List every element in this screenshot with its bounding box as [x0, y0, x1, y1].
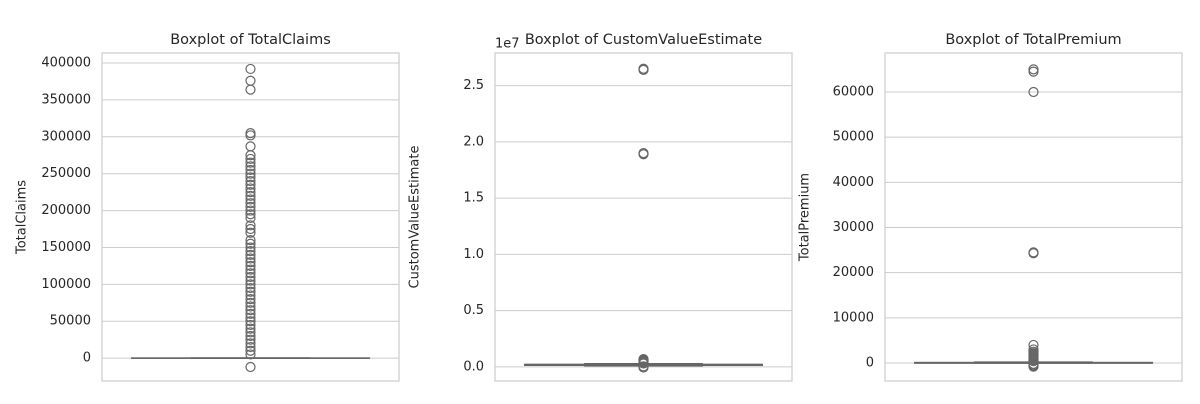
y-tick-label: 1.0: [463, 247, 484, 262]
chart-title: Boxplot of TotalPremium: [945, 32, 1121, 48]
y-axis-label: TotalPremium: [798, 173, 813, 262]
y-axis-label: CustomValueEstimate: [408, 146, 423, 289]
outlier: [246, 362, 255, 371]
outlier: [246, 142, 255, 151]
y-tick-label: 40000: [833, 175, 874, 190]
chart-title: Boxplot of CustomValueEstimate: [525, 32, 762, 48]
y-tick-label: 300000: [41, 129, 91, 144]
y-tick-label: 50000: [50, 314, 91, 329]
outlier: [1029, 65, 1038, 74]
y-tick-label: 2.5: [463, 78, 484, 93]
y-tick-label: 350000: [41, 92, 91, 107]
y-tick-label: 150000: [41, 240, 91, 255]
y-tick-label: 20000: [833, 265, 874, 280]
outlier: [246, 131, 255, 140]
y-tick-label: 0.5: [463, 303, 484, 318]
outlier: [1029, 67, 1038, 76]
y-tick-label: 250000: [41, 166, 91, 181]
y-tick-label: 2.0: [463, 134, 484, 149]
axes-frame: [495, 53, 792, 381]
y-tick-label: 50000: [833, 130, 874, 145]
y-tick-label: 10000: [833, 310, 874, 325]
offset-label: 1e7: [495, 37, 520, 52]
outlier: [246, 76, 255, 85]
y-tick-label: 400000: [41, 56, 91, 71]
y-tick-label: 200000: [41, 203, 91, 218]
axes-frame: [885, 53, 1182, 381]
y-tick-label: 0: [866, 355, 874, 370]
y-tick-label: 60000: [833, 84, 874, 99]
chart-title: Boxplot of TotalClaims: [170, 32, 331, 48]
y-tick-label: 30000: [833, 220, 874, 235]
y-axis-label: TotalClaims: [15, 180, 30, 255]
y-tick-label: 1.5: [463, 191, 484, 206]
outlier: [246, 64, 255, 73]
y-tick-label: 100000: [41, 277, 91, 292]
outlier: [246, 129, 255, 138]
outlier: [246, 85, 255, 94]
y-tick-label: 0: [83, 351, 91, 366]
y-tick-label: 0.0: [463, 359, 484, 374]
